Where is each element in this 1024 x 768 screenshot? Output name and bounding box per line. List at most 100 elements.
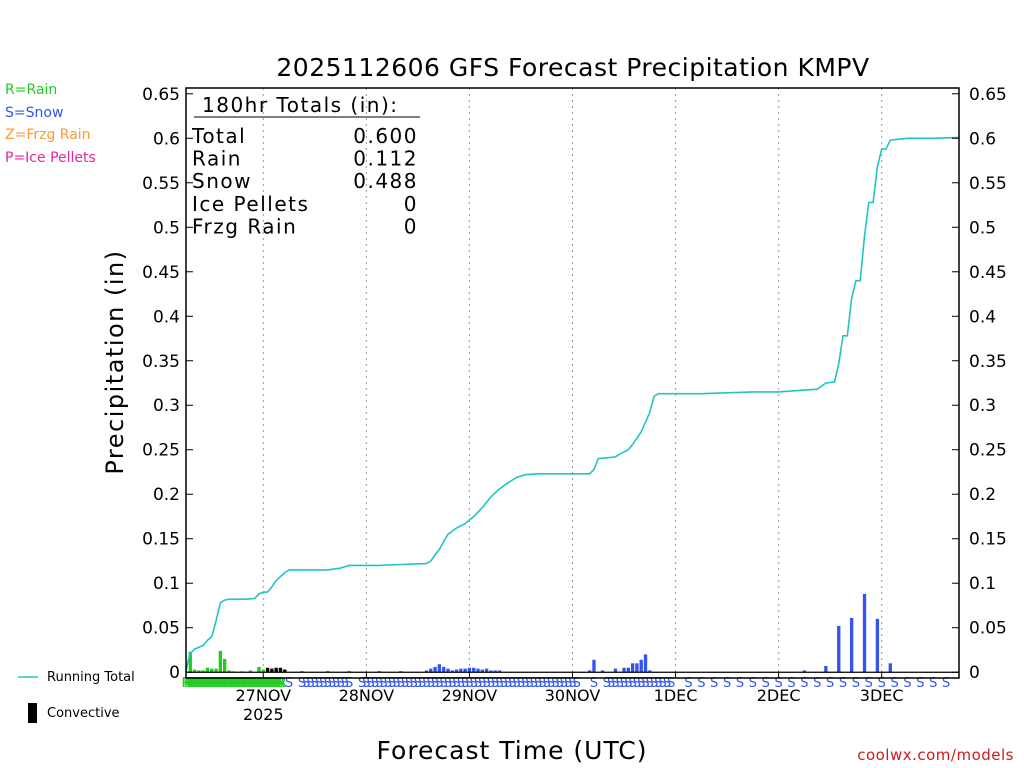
ptype-marker: S [397, 676, 405, 691]
ptype-marker: S [521, 676, 529, 691]
ptype-marker: R [224, 676, 233, 691]
totals-label: Ice Pellets [192, 192, 309, 216]
rain-bar [218, 650, 223, 673]
y-tick-label: 0.2 [153, 485, 180, 505]
ptype-marker: S [315, 676, 323, 691]
snow-bar [476, 668, 480, 673]
ptype-marker: R [231, 676, 240, 691]
snow-bar [489, 670, 493, 673]
ptype-marker: S [302, 676, 310, 691]
y-tick-label: 0.15 [142, 530, 180, 550]
x-tick-label: 29NOV [442, 686, 498, 705]
ptype-marker: S [392, 676, 400, 691]
snow-bar [888, 663, 892, 673]
ptype-marker: S [663, 676, 671, 691]
snow-bar [437, 664, 442, 673]
totals-header: 180hr Totals (in): [202, 93, 399, 117]
ptype-marker: S [942, 676, 950, 691]
ptype-marker: R [218, 676, 227, 691]
ptype-marker: R [247, 676, 256, 691]
snow-bar [480, 669, 484, 673]
y-tick-label: 0.25 [969, 441, 1007, 461]
y-tick-label: 0.45 [142, 263, 180, 283]
ptype-marker: R [240, 676, 249, 691]
ptype-marker: S [749, 676, 757, 691]
ptype-marker: R [216, 676, 225, 691]
ptype-marker: S [890, 676, 898, 691]
snow-bar [493, 670, 497, 673]
vertical-gridlines [262, 88, 883, 678]
convective-bar [265, 667, 270, 673]
rain-bar [188, 651, 192, 673]
ptype-marker: S [500, 676, 508, 691]
ptype-marker: S [659, 676, 667, 691]
ptype-marker: R [236, 676, 245, 691]
ptype-marker: S [762, 676, 770, 691]
ptype-marker: S [633, 676, 641, 691]
ptype-marker: S [319, 676, 327, 691]
y-tick-label: 0.25 [142, 441, 180, 461]
y-tick-label: 0.5 [969, 218, 996, 238]
ptype-marker: S [611, 676, 619, 691]
snow-bar [643, 654, 648, 673]
ptype-marker: R [181, 676, 190, 691]
ptype-marker: S [723, 676, 731, 691]
ptype-marker: S [491, 676, 499, 691]
rain-bar [197, 670, 201, 673]
ptype-marker: R [188, 676, 197, 691]
rain-bar [192, 669, 197, 673]
ptype-marker: S [667, 676, 675, 691]
x-axis-label: Forecast Time (UTC) [377, 736, 648, 765]
x-tick-label: 2DEC [757, 686, 801, 705]
ptype-marker: S [555, 676, 563, 691]
ptype-marker: R [228, 676, 237, 691]
y-tick-label: 0.1 [969, 574, 996, 594]
credit-text: coolwx.com/models [857, 746, 1014, 764]
ptype-marker: S [332, 676, 340, 691]
ptype-marker: R [248, 676, 257, 691]
rain-bar [205, 667, 210, 673]
y-tick-label: 0.05 [142, 619, 180, 639]
ptype-marker: S [324, 676, 332, 691]
ptype-marker: S [852, 676, 860, 691]
ptype-marker: S [736, 676, 744, 691]
ptype-marker: R [233, 676, 242, 691]
ptype-marker: R [226, 676, 235, 691]
snow-bar [472, 667, 476, 673]
ptype-marker: R [209, 676, 218, 691]
ptype-marker: S [388, 676, 396, 691]
snow-bar [429, 668, 433, 673]
y-tick-label: 0 [969, 663, 980, 683]
ptype-marker: S [504, 676, 512, 691]
ptype-marker: R [195, 676, 204, 691]
ptype-marker: S [379, 676, 387, 691]
ptype-marker: R [207, 676, 216, 691]
ptype-marker: S [336, 676, 344, 691]
ptype-marker: R [278, 676, 287, 691]
ptype-marker: S [603, 676, 611, 691]
snow-bar [484, 668, 489, 673]
snow-bar [837, 625, 841, 673]
y-tick-label: 0.3 [153, 396, 180, 416]
y-tick-label: 0 [169, 663, 180, 683]
totals-label: Total [191, 124, 246, 148]
ptype-marker: R [192, 676, 201, 691]
ptype-marker: R [185, 676, 194, 691]
snow-bar [639, 659, 643, 673]
ptype-marker: S [452, 676, 460, 691]
ptype-marker: S [465, 676, 473, 691]
convective-bar [274, 667, 278, 673]
ptype-marker: S [590, 676, 598, 691]
ptype-marker: R [194, 676, 203, 691]
rain-bar [222, 658, 227, 673]
snow-bar [849, 617, 854, 673]
ptype-marker: S [616, 676, 624, 691]
ptype-marker: R [204, 676, 213, 691]
ptype-marker: S [482, 676, 490, 691]
rain-bar [210, 668, 214, 673]
ptype-marker: S [654, 676, 662, 691]
ptype-marker: R [238, 676, 247, 691]
ptype-marker: S [839, 676, 847, 691]
ptype-marker: R [187, 676, 196, 691]
